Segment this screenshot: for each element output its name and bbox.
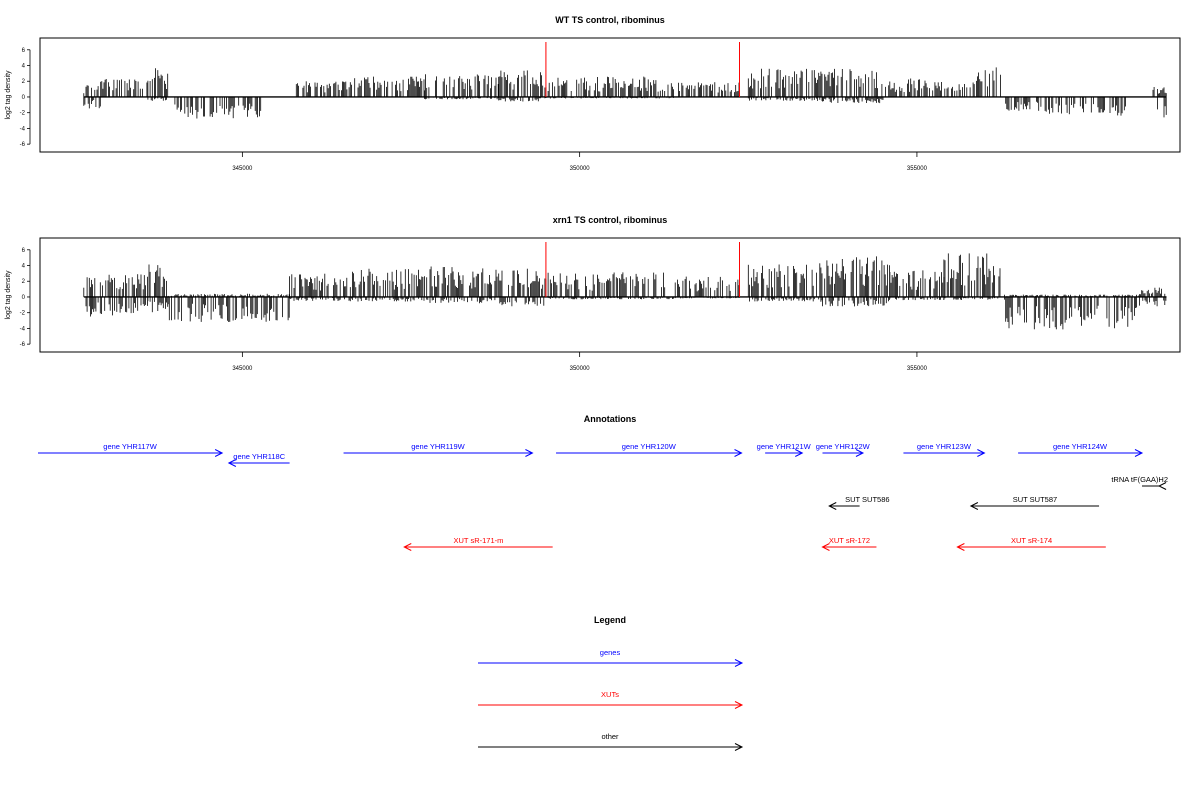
xrn1-track-panel: xrn1 TS control, ribominus log2 tag dens… <box>5 215 1181 372</box>
annotation-feature: gene YHR124W <box>1018 442 1144 457</box>
arrowhead <box>734 701 744 709</box>
y-tick-label: 0 <box>22 295 26 301</box>
arrowhead <box>734 659 744 667</box>
legend-label: genes <box>600 648 621 657</box>
x-tick-label: 350000 <box>570 166 591 172</box>
xrn1-x-axis: 345000 350000 355000 <box>232 352 928 372</box>
annotation-label: XUT sR-171-m <box>454 536 504 545</box>
annotation-label: gene YHR118C <box>233 452 285 461</box>
y-tick-label: -6 <box>20 342 26 348</box>
annotation-label: gene YHR117W <box>103 442 157 451</box>
annotation-feature: gene YHR120W <box>556 442 743 457</box>
y-tick-label: 2 <box>22 279 26 285</box>
annotation-feature: SUT SUT586 <box>828 495 890 510</box>
arrowhead <box>734 743 744 751</box>
y-tick-label: 6 <box>22 48 26 54</box>
arrowhead <box>956 543 965 551</box>
annotation-label: gene YHR121W <box>757 442 812 451</box>
arrowhead <box>403 543 412 551</box>
xrn1-track-title: xrn1 TS control, ribominus <box>553 215 668 225</box>
annotation-label: XUT sR-174 <box>1011 536 1052 545</box>
arrowhead <box>969 502 979 510</box>
legend-item: genes <box>478 648 744 667</box>
x-tick-label: 355000 <box>907 166 928 172</box>
arrowhead <box>734 449 743 457</box>
xrn1-signal-bars <box>83 242 1167 330</box>
annotation-feature: tRNA tF(GAA)H2 <box>1111 475 1168 490</box>
arrowhead <box>821 543 830 551</box>
annotation-feature: XUT sR-172 <box>821 536 877 551</box>
xrn1-plot-frame <box>39 237 1181 353</box>
arrowhead <box>214 449 224 457</box>
xrn1-y-axis-label: log2 tag density <box>5 270 12 320</box>
annotation-label: XUT sR-172 <box>829 536 870 545</box>
y-tick-label: -2 <box>20 111 26 117</box>
legend-panel: Legend genes XUTs other <box>478 615 744 751</box>
annotation-feature: gene YHR118C <box>227 452 290 467</box>
legend-title: Legend <box>594 615 626 625</box>
xrn1-y-axis: -6 -4 -2 0 2 4 6 <box>20 248 31 348</box>
arrowhead <box>1157 482 1167 490</box>
legend-label: XUTs <box>601 690 619 699</box>
annotations-title: Annotations <box>584 414 637 424</box>
arrowhead <box>855 449 865 457</box>
wt-y-axis-label: log2 tag density <box>5 70 12 120</box>
x-tick-label: 355000 <box>907 366 928 372</box>
y-tick-label: 2 <box>22 79 26 85</box>
legend-item: XUTs <box>478 690 744 709</box>
arrowhead <box>977 449 986 457</box>
annotation-features: gene YHR117W gene YHR118C gene YHR119W gene… <box>38 442 1168 551</box>
annotation-label: gene YHR120W <box>622 442 677 451</box>
arrowhead <box>1134 449 1144 457</box>
y-tick-label: -4 <box>20 326 26 332</box>
wt-signal-bars <box>83 42 1167 119</box>
arrowhead <box>795 449 804 457</box>
y-tick-label: -2 <box>20 311 26 317</box>
arrowhead <box>227 459 237 467</box>
arrowhead <box>828 502 837 510</box>
annotation-label: gene YHR124W <box>1053 442 1108 451</box>
y-tick-label: 0 <box>22 95 26 101</box>
wt-plot-frame <box>39 37 1181 153</box>
y-tick-label: 4 <box>22 64 26 70</box>
annotation-feature: gene YHR119W <box>343 442 534 457</box>
x-tick-label: 345000 <box>232 366 253 372</box>
annotation-feature: SUT SUT587 <box>969 495 1100 510</box>
legend-item: other <box>478 732 744 751</box>
annotation-feature: gene YHR122W <box>816 442 871 457</box>
arrowhead <box>525 449 534 457</box>
annotation-feature: gene YHR123W <box>903 442 986 457</box>
legend-label: other <box>601 732 619 741</box>
annotation-label: gene YHR119W <box>411 442 465 451</box>
wt-x-axis: 345000 350000 355000 <box>232 152 928 172</box>
wt-y-axis: -6 -4 -2 0 2 4 6 <box>20 48 31 148</box>
annotation-feature: gene YHR121W <box>757 442 812 457</box>
wt-track-panel: WT TS control, ribominus log2 tag densit… <box>5 15 1181 172</box>
x-tick-label: 350000 <box>570 366 591 372</box>
annotation-label: SUT SUT586 <box>845 495 889 504</box>
y-tick-label: 4 <box>22 264 26 270</box>
annotation-label: gene YHR122W <box>816 442 871 451</box>
annotation-feature: gene YHR117W <box>38 442 224 457</box>
y-tick-label: 6 <box>22 248 26 254</box>
annotation-label: tRNA tF(GAA)H2 <box>1111 475 1168 484</box>
legend-items: genes XUTs other <box>478 648 744 751</box>
annotation-feature: XUT sR-174 <box>956 536 1106 551</box>
annotation-label: SUT SUT587 <box>1013 495 1057 504</box>
annotation-label: gene YHR123W <box>917 442 972 451</box>
y-tick-label: -6 <box>20 142 26 148</box>
annotation-feature: XUT sR-171-m <box>403 536 553 551</box>
x-tick-label: 345000 <box>232 166 253 172</box>
wt-track-title: WT TS control, ribominus <box>555 15 665 25</box>
y-tick-label: -4 <box>20 126 26 132</box>
